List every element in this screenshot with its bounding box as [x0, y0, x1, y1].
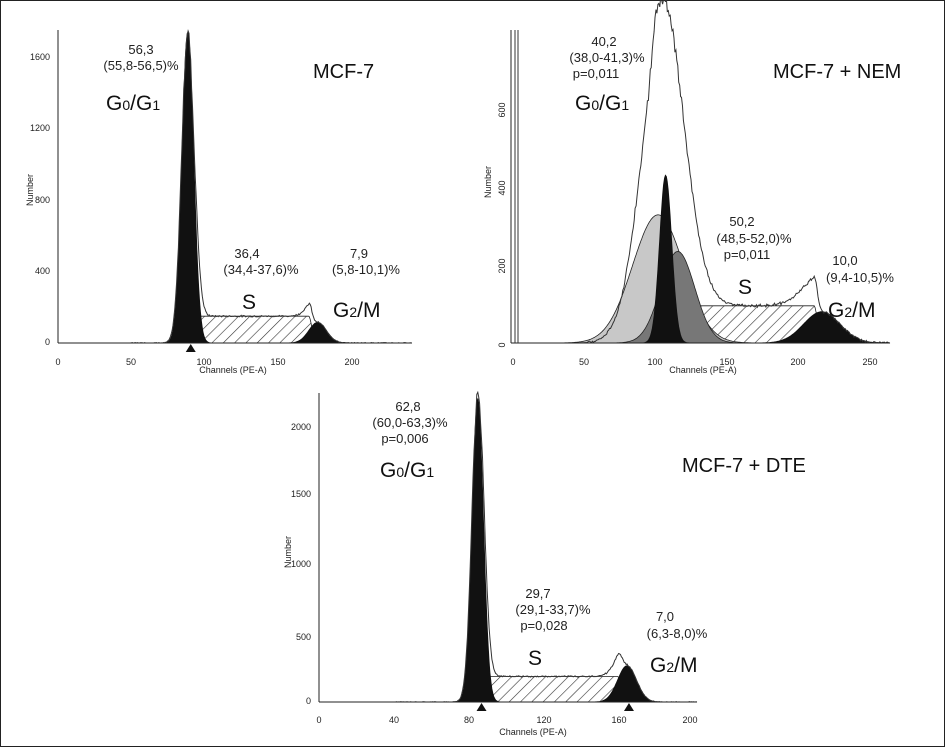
y-tick-label: 1500	[291, 489, 311, 499]
y-tick-label: 0	[306, 696, 311, 706]
g2m-label: G2/M	[650, 654, 697, 677]
s-percent: 50,2	[729, 214, 754, 229]
y-tick-label: 400	[497, 180, 507, 195]
x-tick-label: 120	[536, 715, 551, 725]
y-tick-label: 500	[296, 632, 311, 642]
peak-marker	[476, 703, 487, 711]
x-tick-label: 150	[719, 357, 734, 367]
y-tick-label: 200	[497, 258, 507, 273]
g2m-range: (9,4-10,5)%	[826, 270, 894, 285]
y-tick-label: 2000	[291, 422, 311, 432]
chart-title: MCF-7 + NEM	[773, 61, 901, 83]
peak-marker	[185, 344, 196, 352]
g0g1-label: G0/G1	[106, 92, 160, 115]
x-tick-label: 250	[862, 357, 877, 367]
g0g1-range: (60,0-63,3)%	[372, 415, 448, 430]
x-tick-label: 80	[464, 715, 474, 725]
s-phase-label: S	[528, 647, 542, 670]
g0g1-pvalue: p=0,011	[573, 66, 619, 81]
x-tick-label: 40	[389, 715, 399, 725]
g2m-percent: 10,0	[832, 253, 857, 268]
g2m-range: (5,8-10,1)%	[332, 262, 400, 277]
y-axis-label: Number	[25, 174, 35, 206]
histogram-outline	[511, 0, 891, 344]
y-tick-label: 1200	[30, 123, 50, 133]
g0g1-label: G0/G1	[380, 459, 434, 482]
y-tick-label: 600	[497, 102, 507, 117]
g0g1-percent: 56,3	[128, 42, 153, 57]
chart-mcf7: MCF-7 Number Channels (PE-A) 0 400 800 1…	[25, 42, 400, 375]
s-range: (34,4-37,6)%	[223, 262, 299, 277]
chart-mcf7-nem: MCF-7 + NEM Number Channels (PE-A) 0 200…	[483, 34, 901, 375]
g2m-label: G2/M	[333, 299, 380, 322]
chart-mcf7-dte: MCF-7 + DTE Number Channels (PE-A) 0 500…	[283, 399, 806, 737]
g0g1-range: (38,0-41,3)%	[569, 50, 645, 65]
peak-marker	[623, 703, 634, 711]
x-tick-label: 150	[270, 357, 285, 367]
g0g1-label: G0/G1	[575, 92, 629, 115]
y-axis-label: Number	[483, 166, 493, 198]
x-tick-label: 0	[510, 357, 515, 367]
s-range: (48,5-52,0)%	[716, 231, 792, 246]
s-range: (29,1-33,7)%	[515, 602, 591, 617]
x-tick-label: 100	[196, 357, 211, 367]
y-tick-label: 400	[35, 266, 50, 276]
s-pvalue: p=0,028	[520, 618, 567, 633]
y-tick-label: 0	[45, 337, 50, 347]
s-percent: 36,4	[234, 246, 259, 261]
x-axis-label: Channels (PE-A)	[499, 727, 567, 737]
x-tick-label: 100	[647, 357, 662, 367]
x-tick-label: 200	[790, 357, 805, 367]
x-axis-label: Channels (PE-A)	[199, 365, 267, 375]
y-axis-label: Number	[283, 536, 293, 568]
x-tick-label: 200	[344, 357, 359, 367]
chart-title: MCF-7	[313, 61, 374, 83]
chart-title: MCF-7 + DTE	[682, 455, 806, 477]
x-tick-label: 160	[611, 715, 626, 725]
s-phase-label: S	[242, 291, 256, 314]
x-tick-label: 0	[55, 357, 60, 367]
histogram-outline	[319, 390, 698, 703]
x-tick-label: 50	[126, 357, 136, 367]
y-tick-label: 1000	[291, 559, 311, 569]
s-phase-label: S	[738, 276, 752, 299]
g2m-label: G2/M	[828, 299, 875, 322]
x-tick-label: 200	[682, 715, 697, 725]
g2m-percent: 7,9	[350, 246, 368, 261]
g0g1-pvalue: p=0,006	[381, 431, 428, 446]
g0g1-range: (55,8-56,5)%	[103, 58, 179, 73]
histogram-plot-0	[57, 29, 413, 352]
x-tick-label: 50	[579, 357, 589, 367]
g0g1-peak	[319, 398, 697, 703]
y-tick-label: 0	[497, 342, 507, 347]
histogram-plot-2	[318, 390, 698, 711]
g0g1-percent: 62,8	[395, 399, 420, 414]
s-percent: 29,7	[525, 586, 550, 601]
s-pvalue: p=0,011	[724, 247, 770, 262]
x-axis-label: Channels (PE-A)	[669, 365, 737, 375]
histogram-plot-1	[510, 0, 891, 344]
g2m-range: (6,3-8,0)%	[647, 626, 708, 641]
x-tick-label: 0	[316, 715, 321, 725]
g0g1-percent: 40,2	[591, 34, 616, 49]
y-tick-label: 1600	[30, 52, 50, 62]
y-tick-label: 800	[35, 195, 50, 205]
g2m-percent: 7,0	[656, 609, 674, 624]
